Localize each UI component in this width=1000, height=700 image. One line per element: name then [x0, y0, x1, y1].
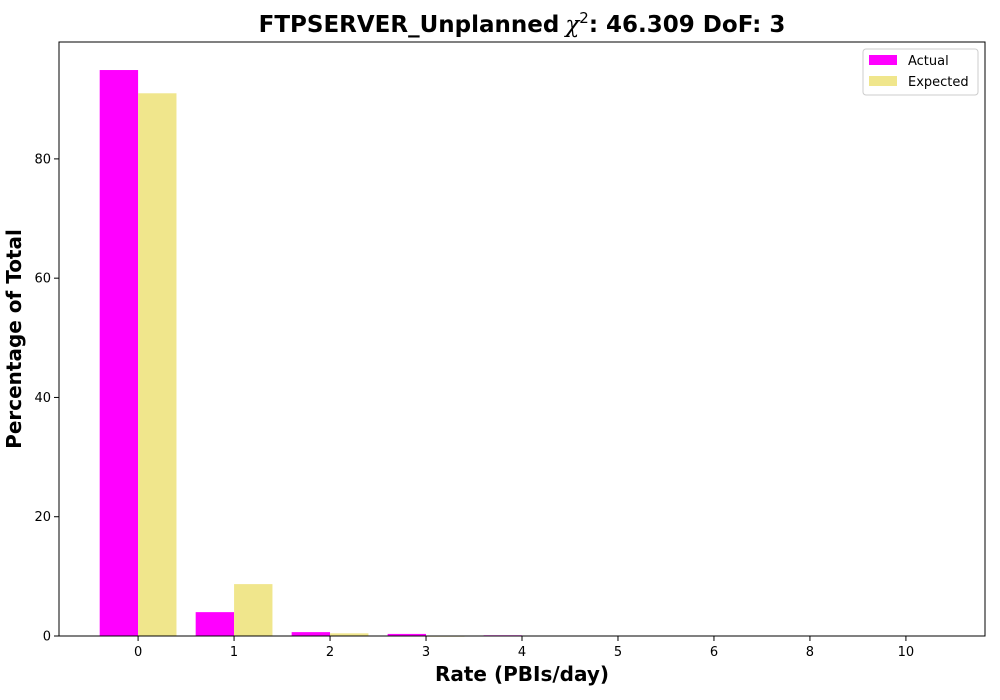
- legend-label-actual: Actual: [908, 54, 949, 69]
- x-tick-label-4: 4: [518, 645, 526, 660]
- bar-actual-0: [99, 70, 139, 636]
- chart-title: FTPSERVER_Unplanned χ2: 46.309 DoF: 3: [259, 9, 786, 38]
- legend-label-expected: Expected: [908, 75, 969, 90]
- title-superscript: 2: [579, 9, 589, 27]
- bar-actual-2: [291, 632, 331, 636]
- title-chi: χ: [563, 12, 581, 38]
- x-axis-label: Rate (PBIs/day): [435, 662, 609, 686]
- y-tick-label-20: 20: [34, 510, 51, 525]
- x-tick-label-10: 10: [898, 645, 915, 660]
- y-tick-label-80: 80: [34, 152, 51, 167]
- bar-expected-2: [330, 633, 369, 636]
- title-suffix: : 46.309 DoF: 3: [589, 12, 786, 38]
- x-tick-label-6: 6: [710, 645, 718, 660]
- bar-actual-1: [195, 612, 235, 636]
- legend: Actual Expected: [862, 48, 979, 96]
- y-axis-label: Percentage of Total: [2, 229, 26, 449]
- x-tick-label-5: 5: [614, 645, 622, 660]
- x-axis: 0 1 2 3 4 5 6 8 10: [134, 636, 914, 660]
- x-tick-label-1: 1: [230, 645, 238, 660]
- x-tick-label-3: 3: [422, 645, 430, 660]
- y-tick-label-40: 40: [34, 391, 51, 406]
- legend-swatch-actual: [869, 55, 897, 65]
- x-tick-label-8: 8: [806, 645, 814, 660]
- y-tick-label-60: 60: [34, 272, 51, 287]
- plot-frame: [58, 41, 986, 637]
- x-tick-label-2: 2: [326, 645, 334, 660]
- x-tick-label-0: 0: [134, 645, 142, 660]
- y-axis: 0 20 40 60 80: [34, 152, 59, 645]
- legend-swatch-expected: [869, 76, 897, 86]
- bar-expected-1: [234, 584, 273, 636]
- bar-actual-3: [387, 633, 427, 636]
- y-tick-label-0: 0: [43, 630, 51, 645]
- bar-expected-0: [138, 93, 177, 636]
- bars-group: [99, 70, 522, 637]
- title-prefix: FTPSERVER_Unplanned: [259, 12, 560, 38]
